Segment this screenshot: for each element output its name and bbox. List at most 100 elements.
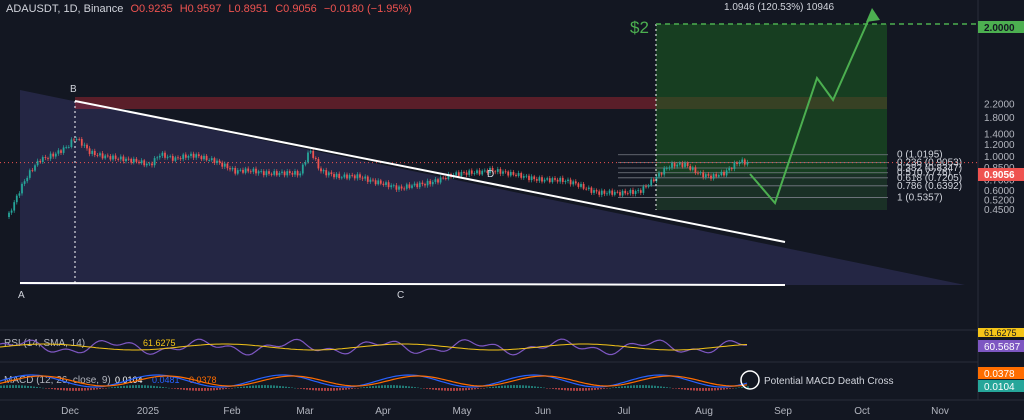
- macd-bar-146: [438, 388, 440, 391]
- support-trendline[interactable]: [19, 282, 786, 286]
- descending-trendline[interactable]: [74, 100, 786, 243]
- macd-bar-0: [0, 385, 2, 388]
- candle-body-224: [590, 187, 593, 193]
- macd-bar-93: [279, 385, 281, 388]
- price-tick-3: 1.2000: [984, 140, 1015, 151]
- candle-body-114: [304, 162, 307, 165]
- macd-bar-230: [690, 388, 692, 391]
- macd-bar-132: [396, 385, 398, 388]
- candle-body-199: [525, 175, 528, 177]
- macd-bar-135: [405, 386, 407, 388]
- candle-body-81: [218, 160, 221, 163]
- macd-bar-247: [741, 387, 743, 388]
- macd-bar-140: [420, 387, 422, 389]
- macd-bar-78: [234, 387, 236, 389]
- candle-body-91: [244, 168, 247, 173]
- symbol-label[interactable]: ADAUSDT, 1D, Binance: [6, 3, 124, 15]
- candle-body-93: [249, 171, 252, 173]
- candle-body-157: [416, 183, 419, 188]
- change-value: −0.0180 (−1.95%): [323, 3, 412, 15]
- candle-body-53: [145, 163, 148, 166]
- macd-bar-160: [480, 388, 482, 389]
- candle-body-226: [595, 190, 598, 192]
- candle-body-260: [684, 162, 686, 167]
- macd-bar-11: [33, 386, 35, 388]
- macd-bar-31: [93, 388, 95, 390]
- candle-body-151: [400, 186, 403, 189]
- candle-body-129: [343, 174, 346, 178]
- candle-body-127: [338, 173, 341, 179]
- candle-body-134: [356, 174, 359, 179]
- macd-bar-12: [36, 386, 38, 388]
- candle-body-59: [161, 152, 164, 156]
- macd-bar-201: [603, 388, 605, 389]
- macd-bar-53: [159, 386, 161, 388]
- candle-body-54: [148, 163, 151, 165]
- macd-bar-120: [360, 387, 362, 389]
- candle-body-27: [78, 139, 81, 140]
- macd-bar-7: [21, 385, 23, 388]
- macd-bar-26: [78, 388, 80, 391]
- macd-bar-66: [198, 388, 200, 391]
- candle-body-279: [733, 162, 736, 169]
- candle-body-80: [216, 160, 218, 163]
- candle-body-96: [257, 171, 260, 174]
- macd-bar-178: [534, 386, 536, 388]
- macd-bar-123: [369, 386, 371, 388]
- candle-body-25: [73, 139, 75, 141]
- macd-bar-246: [738, 387, 740, 388]
- candle-body-106: [283, 171, 286, 176]
- macd-bar-130: [390, 385, 392, 388]
- macd-bar-5: [15, 385, 17, 388]
- price-tick-9: 0.4500: [984, 205, 1015, 216]
- macd-bar-141: [423, 388, 425, 389]
- macd-bar-240: [720, 388, 722, 390]
- candle-body-9: [31, 170, 34, 172]
- macd-bar-180: [540, 387, 542, 388]
- candle-body-159: [421, 182, 424, 185]
- macd-bar-175: [525, 385, 527, 388]
- candle-body-229: [603, 190, 606, 194]
- macd-bar-57: [171, 388, 173, 389]
- macd-bar-222: [666, 387, 668, 388]
- candle-body-32: [91, 150, 94, 154]
- macd-bar-21: [63, 388, 65, 391]
- candle-body-234: [616, 191, 619, 193]
- macd-bar-14: [42, 387, 44, 389]
- candle-body-237: [624, 190, 627, 194]
- macd-bar-174: [522, 385, 524, 388]
- macd-bar-162: [486, 387, 488, 389]
- macd-bar-202: [606, 388, 608, 389]
- macd-bar-158: [474, 388, 476, 390]
- candle-body-132: [351, 175, 354, 176]
- candle-body-123: [327, 172, 330, 176]
- candle-body-166: [439, 177, 442, 183]
- macd-bar-144: [432, 388, 434, 390]
- candle-body-62: [169, 156, 172, 157]
- candle-body-118: [314, 157, 317, 160]
- candle-body-67: [182, 154, 185, 160]
- macd-bar-205: [615, 387, 617, 388]
- rsi-top-badge: [978, 328, 1024, 337]
- macd-bar-187: [561, 388, 563, 390]
- candle-body-107: [286, 171, 289, 176]
- macd-bar-42: [126, 385, 128, 388]
- candle-body-148: [392, 185, 395, 187]
- macd-bar-238: [714, 388, 716, 391]
- macd-bar-28: [84, 388, 86, 391]
- macd-bar-227: [681, 388, 683, 390]
- candle-body-160: [424, 184, 426, 186]
- candle-body-30: [86, 144, 88, 149]
- macd-bar-245: [735, 387, 737, 389]
- candle-body-90: [242, 169, 244, 173]
- macd-bar-137: [411, 386, 413, 388]
- candle-body-6: [23, 181, 26, 184]
- macd-bar-22: [66, 388, 68, 391]
- macd-bar-213: [639, 385, 641, 388]
- candle-body-211: [556, 179, 559, 182]
- candle-body-275: [723, 171, 725, 176]
- macd-bar-101: [303, 388, 305, 390]
- macd-bar-218: [654, 385, 656, 388]
- macd-bar-48: [144, 385, 146, 388]
